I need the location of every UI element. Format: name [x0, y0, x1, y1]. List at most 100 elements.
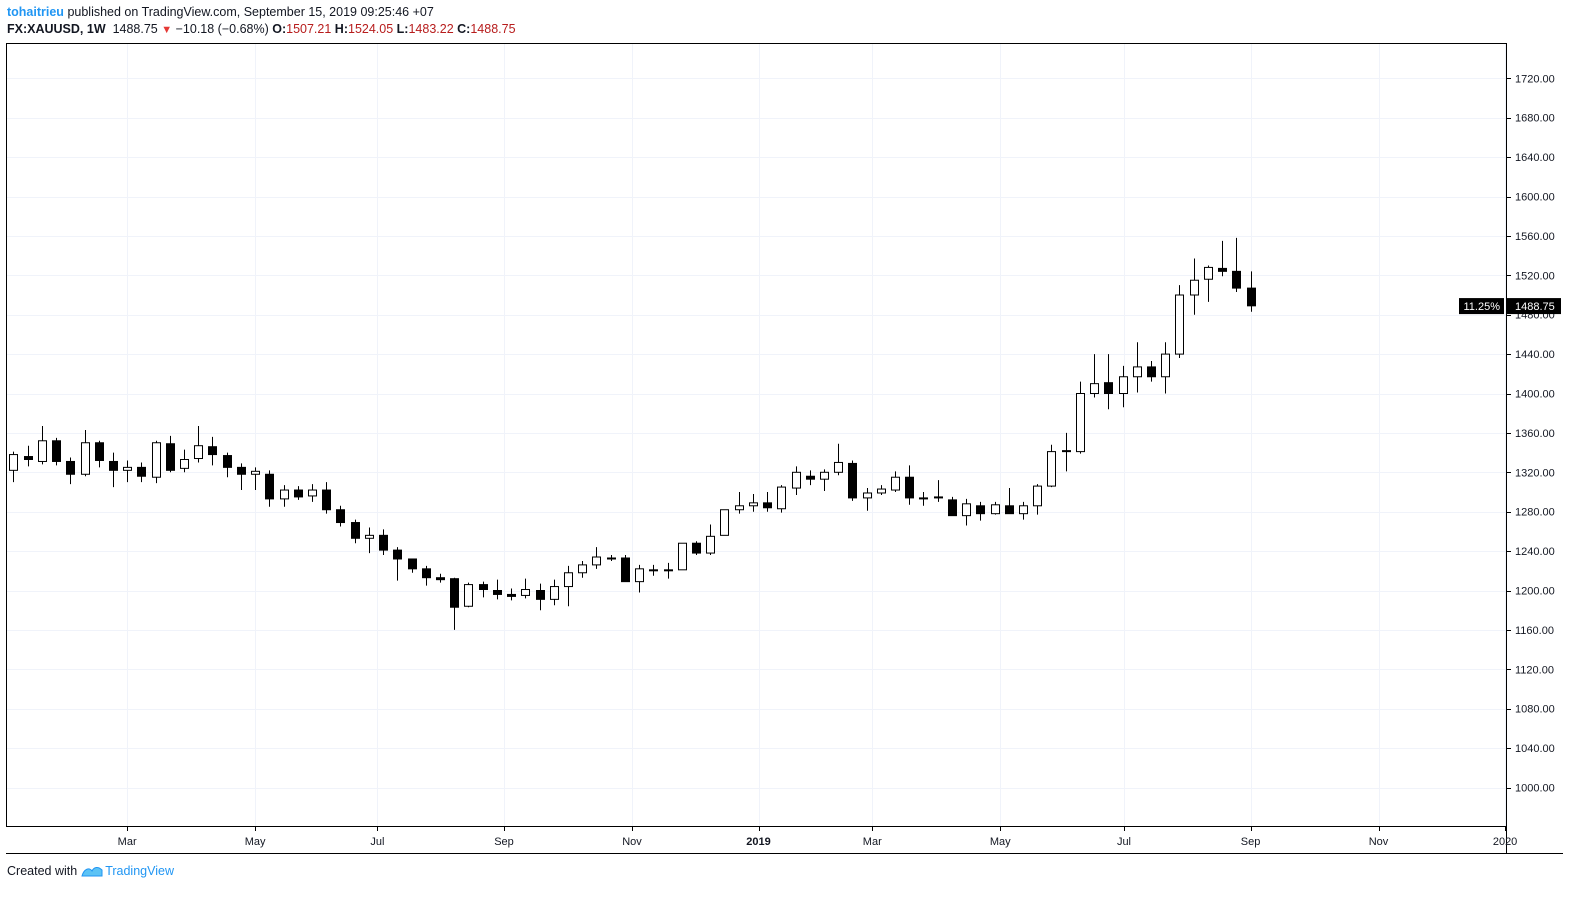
candle-body-down — [393, 549, 402, 560]
candle-body-down — [166, 443, 175, 471]
open-value: 1507.21 — [286, 22, 332, 36]
candle-body-up — [863, 492, 872, 499]
candle-body-up — [365, 534, 374, 539]
candle-body-down — [336, 509, 345, 524]
candle-body-up — [592, 556, 601, 566]
candle-body-up — [9, 454, 18, 471]
candle-body-up — [649, 569, 658, 572]
candle-body-down — [692, 542, 701, 554]
candle-body-down — [436, 577, 445, 581]
open-label: O: — [272, 22, 287, 36]
time-tick-label: Mar — [863, 836, 882, 848]
candle-body-up — [1133, 366, 1142, 378]
price-tick-label: 1240.00 — [1515, 546, 1555, 558]
price-tick-label: 1440.00 — [1515, 349, 1555, 361]
candle-body-down — [322, 489, 331, 511]
time-tick-label: Sep — [1241, 836, 1261, 848]
candle-body-down — [806, 475, 815, 480]
candle-body-up — [891, 476, 900, 491]
price-tick-label: 1160.00 — [1515, 625, 1554, 637]
price-tick-label: 1360.00 — [1515, 428, 1555, 440]
candle-body-down — [95, 442, 104, 461]
candle-body-down — [379, 534, 388, 551]
candle-body-up — [280, 489, 289, 500]
created-with-text: Created with — [7, 864, 78, 878]
candle-body-up — [749, 502, 758, 507]
candle-body-up — [123, 466, 132, 471]
candle-body-down — [408, 558, 417, 570]
candle-body-up — [308, 489, 317, 497]
price-tick-label: 1120.00 — [1515, 664, 1554, 676]
candle-body-down — [621, 557, 630, 583]
candle-body-down — [976, 505, 985, 515]
price-tick-label: 1400.00 — [1515, 389, 1555, 401]
candle-body-up — [180, 458, 189, 469]
percent-change-label: 11.25% — [1464, 301, 1501, 313]
candle-body-up — [1161, 353, 1170, 378]
high-value: 1524.05 — [348, 22, 394, 36]
candle-body-down — [536, 590, 545, 600]
candle-body-down — [1247, 287, 1256, 307]
close-value: 1488.75 — [470, 22, 516, 36]
candle-body-down — [109, 460, 118, 471]
candle-body-up — [1076, 393, 1085, 453]
low-value: 1483.22 — [408, 22, 454, 36]
close-label: C: — [457, 22, 471, 36]
price-tick-label: 1200.00 — [1515, 586, 1555, 598]
candle-body-up — [1047, 451, 1056, 487]
last-price-box — [1507, 298, 1561, 315]
candle-body-up — [792, 471, 801, 489]
time-tick-label: Sep — [494, 836, 514, 848]
time-axis[interactable]: Mar May Jul Sep Nov 2019 Mar May Jul Sep Nov 2020 — [118, 826, 1518, 848]
author-link[interactable]: tohaitrieu — [7, 5, 64, 19]
candle-body-up — [1204, 266, 1213, 280]
price-tick-label: 1680.00 — [1515, 113, 1555, 125]
candle-body-up — [1019, 505, 1028, 515]
candle-body-down — [52, 440, 61, 462]
candle-body-down — [1218, 267, 1227, 272]
time-tick-label: May — [990, 836, 1011, 848]
tradingview-icon — [81, 867, 103, 877]
candle-body-up — [607, 557, 616, 560]
candle-body-up — [1090, 383, 1099, 394]
candle-body-up — [1033, 485, 1042, 507]
candles — [9, 237, 1256, 630]
ohlc-legend: FX:XAUUSD, 1W 1488.75 ▼ −10.18 (−0.68%) … — [7, 22, 516, 36]
candle-body-up — [1119, 376, 1128, 395]
price-chart[interactable]: 1000.00 1040.00 1080.00 1120.00 1160.00 1200.… — [0, 0, 1588, 860]
candle-body-up — [934, 496, 943, 499]
price-tick-label: 1720.00 — [1515, 73, 1555, 85]
candle-body-up — [1062, 450, 1071, 453]
tradingview-logo[interactable]: TradingView — [81, 864, 174, 878]
candle-body-up — [1190, 279, 1199, 296]
time-tick-label: Jul — [1117, 836, 1131, 848]
price-tick-label: 1600.00 — [1515, 192, 1555, 204]
brand-text: TradingView — [105, 864, 174, 878]
time-tick-label: Nov — [622, 836, 642, 848]
price-axis[interactable]: 1000.00 1040.00 1080.00 1120.00 1160.00 1200.… — [1506, 73, 1555, 795]
candle-body-down — [507, 593, 516, 597]
change-text: −10.18 (−0.68%) — [175, 22, 269, 36]
candle-body-down — [137, 466, 146, 477]
time-tick-label: 2020 — [1493, 836, 1517, 848]
time-tick-label: Nov — [1369, 836, 1389, 848]
candle-body-up — [962, 503, 971, 517]
candle-body-up — [735, 505, 744, 511]
candle-body-up — [564, 572, 573, 588]
price-tick-label: 1520.00 — [1515, 270, 1555, 282]
candle-body-up — [720, 509, 729, 536]
candle-body-up — [877, 488, 886, 494]
time-tick-label: Mar — [118, 836, 137, 848]
candle-body-up — [550, 586, 559, 600]
candle-body-up — [578, 564, 587, 574]
candle-body-up — [678, 542, 687, 571]
candle-body-up — [38, 440, 47, 462]
candle-body-down — [1005, 505, 1014, 515]
last-price-value: 1488.75 — [1515, 301, 1555, 313]
candle-body-down — [1147, 366, 1156, 378]
candle-body-down — [351, 522, 360, 539]
candle-body-up — [834, 461, 843, 473]
candle-body-down — [24, 456, 33, 460]
symbol-label: FX:XAUUSD, 1W — [7, 22, 106, 36]
last-price: 1488.75 — [112, 22, 158, 36]
